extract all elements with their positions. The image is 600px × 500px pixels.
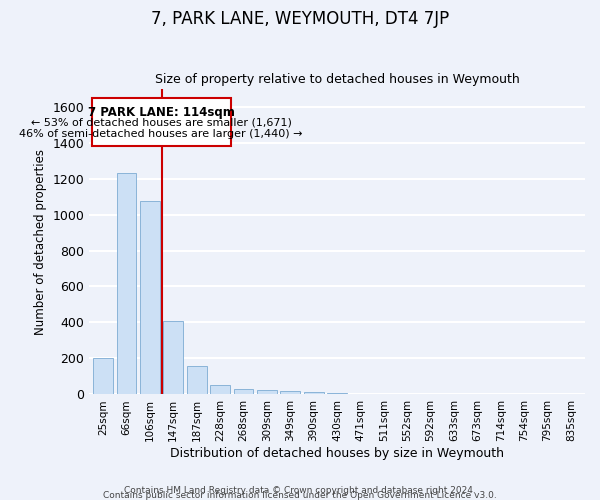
Bar bbox=[116, 173, 136, 394]
Bar bbox=[140, 201, 160, 394]
Bar bbox=[163, 320, 183, 394]
Bar bbox=[257, 390, 277, 394]
Text: Contains HM Land Registry data © Crown copyright and database right 2024.: Contains HM Land Registry data © Crown c… bbox=[124, 486, 476, 495]
FancyBboxPatch shape bbox=[92, 98, 230, 146]
X-axis label: Distribution of detached houses by size in Weymouth: Distribution of detached houses by size … bbox=[170, 447, 504, 460]
Bar bbox=[210, 384, 230, 394]
Title: Size of property relative to detached houses in Weymouth: Size of property relative to detached ho… bbox=[155, 73, 520, 86]
Text: Contains public sector information licensed under the Open Government Licence v3: Contains public sector information licen… bbox=[103, 490, 497, 500]
Bar bbox=[233, 389, 253, 394]
Bar bbox=[93, 358, 113, 395]
Text: 7 PARK LANE: 114sqm: 7 PARK LANE: 114sqm bbox=[88, 106, 235, 118]
Bar bbox=[280, 391, 300, 394]
Text: 7, PARK LANE, WEYMOUTH, DT4 7JP: 7, PARK LANE, WEYMOUTH, DT4 7JP bbox=[151, 10, 449, 28]
Text: ← 53% of detached houses are smaller (1,671): ← 53% of detached houses are smaller (1,… bbox=[31, 118, 292, 128]
Bar bbox=[327, 392, 347, 394]
Text: 46% of semi-detached houses are larger (1,440) →: 46% of semi-detached houses are larger (… bbox=[19, 129, 303, 139]
Y-axis label: Number of detached properties: Number of detached properties bbox=[34, 148, 47, 334]
Bar bbox=[304, 392, 323, 394]
Bar bbox=[187, 366, 206, 394]
